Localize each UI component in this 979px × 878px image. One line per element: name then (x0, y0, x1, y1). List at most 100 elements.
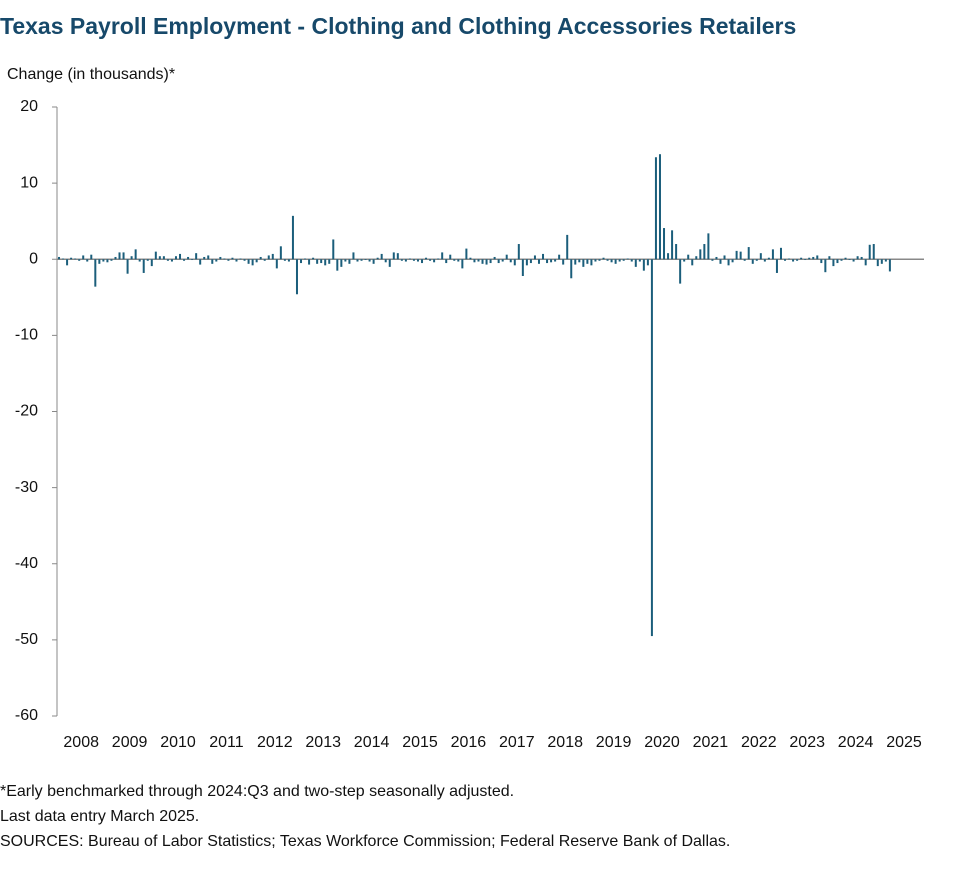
bar (78, 259, 81, 261)
y-tick-label: -20 (15, 403, 38, 420)
bar (727, 259, 730, 266)
bar (324, 259, 327, 266)
bar (638, 259, 641, 262)
bar (840, 259, 843, 261)
bar (590, 259, 593, 266)
bar (529, 259, 532, 264)
bar (449, 254, 452, 260)
bar (582, 259, 585, 267)
bar (263, 259, 266, 261)
bar (667, 253, 670, 260)
bar (622, 259, 625, 261)
bar (876, 259, 879, 267)
bar (755, 259, 758, 261)
bar (126, 259, 129, 274)
bar (509, 259, 512, 263)
bar (594, 259, 597, 262)
x-tick-label: 2010 (160, 734, 196, 751)
bar (715, 256, 718, 260)
footnote: *Early benchmarked through 2024:Q3 and t… (0, 783, 514, 800)
bar (336, 259, 339, 271)
bar (247, 259, 250, 264)
bar (82, 255, 85, 260)
bar (372, 259, 375, 264)
bar (739, 251, 742, 260)
bar (775, 259, 778, 273)
bar (562, 259, 565, 265)
bar (340, 259, 343, 267)
x-tick-label: 2009 (112, 734, 148, 751)
bar (421, 259, 424, 264)
bar (880, 259, 883, 264)
bar (465, 248, 468, 260)
bar (558, 254, 561, 260)
bar (521, 259, 524, 276)
bar (566, 234, 569, 260)
bar (279, 246, 282, 260)
bar (118, 252, 121, 260)
x-tick-label: 2022 (741, 734, 777, 751)
bar (848, 259, 851, 261)
bar (425, 257, 428, 260)
bar (308, 259, 311, 265)
bar (183, 259, 186, 261)
x-tick-label: 2020 (644, 734, 680, 751)
bar (828, 256, 831, 260)
bar (489, 259, 492, 264)
bar (348, 259, 351, 264)
bar (505, 254, 508, 260)
bar (223, 258, 226, 260)
bar (412, 259, 415, 261)
bar (731, 259, 734, 263)
bar (598, 259, 601, 261)
bar (626, 258, 629, 260)
x-tick-label: 2012 (257, 734, 293, 751)
bar (380, 253, 383, 260)
bar (388, 259, 391, 267)
y-tick-label: -10 (15, 327, 38, 344)
bar (554, 259, 557, 262)
bar (154, 251, 157, 260)
y-tick-label: -50 (15, 631, 38, 648)
bar (804, 259, 807, 261)
bar (735, 250, 738, 260)
bar (820, 259, 823, 264)
bar (767, 257, 770, 260)
bar (533, 255, 536, 260)
bar (74, 258, 77, 260)
x-tick-label: 2011 (209, 734, 244, 751)
bar (235, 259, 238, 262)
bar (429, 259, 432, 261)
bar (578, 259, 581, 263)
bar (610, 259, 613, 263)
bar (788, 258, 791, 260)
bar (86, 259, 89, 262)
bar (251, 259, 254, 266)
bar (550, 259, 553, 263)
bar (376, 257, 379, 260)
bar (675, 244, 678, 260)
x-tick-label: 2021 (693, 734, 729, 751)
bar (485, 259, 488, 265)
bar (618, 259, 621, 262)
bar (295, 259, 298, 295)
bar (300, 259, 303, 264)
bar (606, 259, 609, 261)
bar (771, 249, 774, 260)
bar (70, 257, 73, 260)
bar (207, 255, 210, 260)
bar (570, 259, 573, 279)
bar (364, 259, 367, 261)
bar (646, 259, 649, 266)
bar (860, 256, 863, 260)
bar (719, 259, 722, 264)
bar (150, 259, 153, 267)
bar (433, 259, 436, 263)
bar (650, 259, 653, 637)
bar (368, 259, 371, 262)
bar (868, 244, 871, 260)
bar (537, 259, 540, 264)
bar (98, 259, 101, 264)
bar (707, 233, 710, 260)
